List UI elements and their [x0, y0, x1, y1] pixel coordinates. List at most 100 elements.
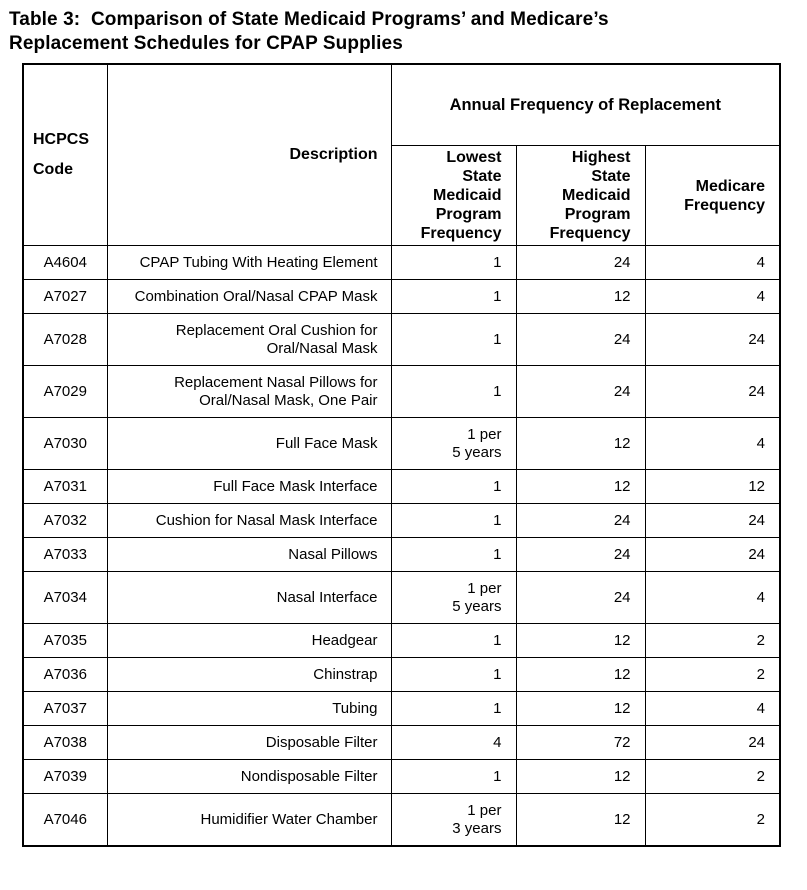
highest-frequency-cell: 24 [515, 537, 646, 572]
hcpcs-code-cell: A7033 [22, 537, 108, 572]
description-cell: Headgear [106, 623, 392, 658]
description-column-header: Description [106, 63, 392, 246]
annual-frequency-group-header: Annual Frequency of Replacement [390, 63, 781, 146]
hcpcs-code-cell: A7032 [22, 503, 108, 538]
highest-frequency-cell: 24 [515, 245, 646, 280]
medicare-frequency-cell: 2 [644, 657, 781, 692]
description-cell: Cushion for Nasal Mask Interface [106, 503, 392, 538]
table-row: A7038 Disposable Filter 4 72 24 [22, 725, 781, 760]
lowest-frequency-cell: 1 per 5 years [390, 571, 517, 624]
table-row: A7034 Nasal Interface 1 per 5 years 24 4 [22, 571, 781, 624]
table-title: Table 3: Comparison of State Medicaid Pr… [9, 9, 609, 54]
lowest-frequency-column-header: Lowest State Medicaid Program Frequency [390, 145, 517, 246]
medicare-frequency-column-header: Medicare Frequency [644, 145, 781, 246]
lowest-frequency-cell: 1 [390, 313, 517, 366]
table-row: A7046 Humidifier Water Chamber 1 per 3 y… [22, 793, 781, 847]
medicare-frequency-cell: 24 [644, 725, 781, 760]
hcpcs-code-cell: A7036 [22, 657, 108, 692]
lowest-frequency-header-label: Lowest State Medicaid Program Frequency [420, 149, 502, 242]
highest-frequency-cell: 12 [515, 793, 646, 847]
table-row: A7039 Nondisposable Filter 1 12 2 [22, 759, 781, 794]
medicare-frequency-cell: 24 [644, 365, 781, 418]
hcpcs-code-cell: A7031 [22, 469, 108, 504]
description-cell: Disposable Filter [106, 725, 392, 760]
lowest-frequency-cell: 1 [390, 623, 517, 658]
hcpcs-code-cell: A7037 [22, 691, 108, 726]
medicare-frequency-header-label: Medicare Frequency [684, 177, 766, 214]
highest-frequency-cell: 12 [515, 691, 646, 726]
description-cell: Combination Oral/Nasal CPAP Mask [106, 279, 392, 314]
table-row: A7032 Cushion for Nasal Mask Interface 1… [22, 503, 781, 538]
description-cell: Nondisposable Filter [106, 759, 392, 794]
hcpcs-code-cell: A7029 [22, 365, 108, 418]
highest-frequency-cell: 12 [515, 279, 646, 314]
lowest-frequency-cell: 4 [390, 725, 517, 760]
description-cell: Nasal Interface [106, 571, 392, 624]
description-cell: Tubing [106, 691, 392, 726]
highest-frequency-cell: 12 [515, 759, 646, 794]
lowest-frequency-cell: 1 [390, 537, 517, 572]
lowest-frequency-cell: 1 [390, 279, 517, 314]
description-cell: Full Face Mask Interface [106, 469, 392, 504]
description-cell: Full Face Mask [106, 417, 392, 470]
hcpcs-code-cell: A7035 [22, 623, 108, 658]
table-row: A7033 Nasal Pillows 1 24 24 [22, 537, 781, 572]
hcpcs-code-cell: A7039 [22, 759, 108, 794]
hcpcs-code-cell: A7028 [22, 313, 108, 366]
note-text: Note: We converted reported frequencies … [24, 887, 807, 890]
highest-frequency-cell: 24 [515, 503, 646, 538]
medicare-frequency-cell: 4 [644, 571, 781, 624]
description-cell: Chinstrap [106, 657, 392, 692]
highest-frequency-cell: 12 [515, 657, 646, 692]
medicare-frequency-cell: 12 [644, 469, 781, 504]
cpap-supplies-table: HCPCS Code Description Annual Frequency … [22, 63, 782, 847]
lowest-frequency-cell: 1 per 5 years [390, 417, 517, 470]
table-row: A7030 Full Face Mask 1 per 5 years 12 4 [22, 417, 781, 470]
lowest-frequency-cell: 1 [390, 657, 517, 692]
medicare-frequency-cell: 2 [644, 623, 781, 658]
lowest-frequency-cell: 1 [390, 469, 517, 504]
lowest-frequency-cell: 1 [390, 365, 517, 418]
table-row: A7036 Chinstrap 1 12 2 [22, 657, 781, 692]
medicare-frequency-cell: 2 [644, 759, 781, 794]
table-row: A7035 Headgear 1 12 2 [22, 623, 781, 658]
highest-frequency-cell: 12 [515, 623, 646, 658]
medicare-frequency-cell: 24 [644, 503, 781, 538]
hcpcs-code-column-header: HCPCS Code [22, 63, 108, 246]
description-cell: Nasal Pillows [106, 537, 392, 572]
highest-frequency-cell: 24 [515, 313, 646, 366]
hcpcs-code-cell: A7034 [22, 571, 108, 624]
highest-frequency-cell: 72 [515, 725, 646, 760]
medicare-frequency-cell: 2 [644, 793, 781, 847]
highest-frequency-cell: 24 [515, 571, 646, 624]
hcpcs-code-cell: A7038 [22, 725, 108, 760]
lowest-frequency-cell: 1 [390, 503, 517, 538]
medicare-frequency-cell: 4 [644, 417, 781, 470]
table-row: A7029 Replacement Nasal Pillows for Oral… [22, 365, 781, 418]
hcpcs-code-cell: A4604 [22, 245, 108, 280]
table-row: A4604 CPAP Tubing With Heating Element 1… [22, 245, 781, 280]
medicare-frequency-cell: 4 [644, 279, 781, 314]
description-cell: Replacement Nasal Pillows for Oral/Nasal… [106, 365, 392, 418]
table-row: A7037 Tubing 1 12 4 [22, 691, 781, 726]
table-row: A7028 Replacement Oral Cushion for Oral/… [22, 313, 781, 366]
hcpcs-code-cell: A7046 [22, 793, 108, 847]
hcpcs-code-cell: A7030 [22, 417, 108, 470]
hcpcs-code-cell: A7027 [22, 279, 108, 314]
description-cell: Replacement Oral Cushion for Oral/Nasal … [106, 313, 392, 366]
medicare-frequency-cell: 4 [644, 245, 781, 280]
lowest-frequency-cell: 1 per 3 years [390, 793, 517, 847]
description-cell: Humidifier Water Chamber [106, 793, 392, 847]
highest-frequency-cell: 24 [515, 365, 646, 418]
medicare-frequency-cell: 24 [644, 313, 781, 366]
table-subheader-row: Lowest State Medicaid Program Frequency … [23, 145, 781, 246]
table-row: A7027 Combination Oral/Nasal CPAP Mask 1… [22, 279, 781, 314]
highest-frequency-cell: 12 [515, 417, 646, 470]
description-cell: CPAP Tubing With Heating Element [106, 245, 392, 280]
table-header-row-group: HCPCS Code Description Annual Frequency … [22, 63, 781, 246]
highest-frequency-cell: 12 [515, 469, 646, 504]
highest-frequency-column-header: Highest State Medicaid Program Frequency [515, 145, 646, 246]
table-row: A7031 Full Face Mask Interface 1 12 12 [22, 469, 781, 504]
table-body: A4604 CPAP Tubing With Heating Element 1… [22, 245, 781, 847]
